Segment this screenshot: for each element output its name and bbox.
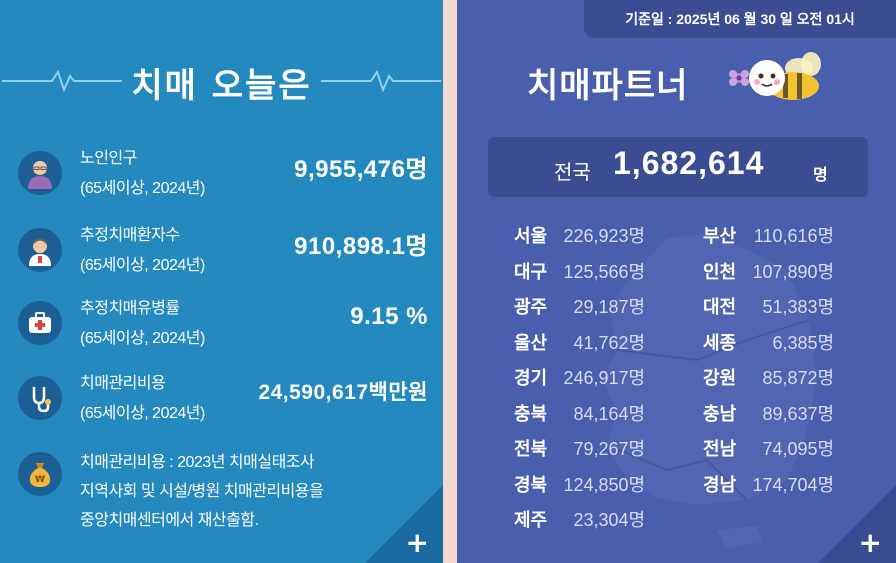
more-button[interactable]: +	[405, 526, 429, 559]
stat-value: 910,898.1명	[294, 233, 428, 260]
heartbeat-line-right-icon	[321, 69, 441, 93]
national-total-label: 전국	[554, 162, 591, 184]
money-bag-icon: ₩	[18, 452, 62, 496]
stat-label: 치매관리비용	[80, 375, 166, 392]
region-name: 인천	[703, 261, 737, 282]
panel-separator	[443, 0, 457, 563]
cost-note-line: 치매관리비용 : 2023년 치매실태조사	[80, 454, 315, 471]
region-row: 경북 124,850명	[514, 471, 645, 499]
national-total-box: 전국 1,682,614 명	[488, 137, 868, 197]
region-row: 대전 51,383명	[703, 293, 834, 321]
region-row: 전남 74,095명	[703, 435, 834, 463]
more-button[interactable]: +	[858, 526, 882, 559]
dementia-today-panel: 치매 오늘은 노인인구 (65세이상, 2024년) 9,955,476명	[0, 0, 443, 563]
region-row: 인천 107,890명	[703, 258, 834, 286]
stat-sublabel: (65세이상, 2024년)	[80, 405, 205, 422]
more-corner	[365, 485, 443, 563]
region-name: 광주	[514, 297, 548, 317]
heartbeat-line-left-icon	[2, 69, 122, 93]
region-value: 110,616명	[753, 226, 835, 246]
region-name: 부산	[703, 226, 737, 246]
region-value: 29,187명	[573, 297, 646, 317]
bee-mascot-icon	[729, 52, 821, 100]
region-name: 충북	[514, 403, 548, 424]
region-row: 광주 29,187명	[514, 293, 645, 321]
region-value: 226,923명	[563, 226, 646, 246]
cost-note-line: 중앙치매센터에서 재산출함.	[80, 512, 259, 529]
region-value: 74,095명	[762, 439, 835, 459]
stat-label: 추정치매유병률	[80, 300, 180, 317]
region-value: 51,383명	[762, 297, 835, 317]
stat-label: 추정치매환자수	[80, 227, 180, 244]
stethoscope-icon	[18, 376, 62, 420]
region-name: 경남	[703, 474, 737, 495]
region-value: 125,566명	[563, 261, 646, 282]
region-name: 충남	[703, 403, 737, 424]
region-name: 서울	[514, 226, 548, 246]
region-value: 85,872명	[762, 368, 835, 388]
region-row: 충북 84,164명	[514, 400, 645, 428]
svg-text:₩: ₩	[35, 475, 45, 485]
region-row: 경기 246,917명	[514, 364, 645, 392]
stat-dementia-patients: 추정치매환자수 (65세이상, 2024년) 910,898.1명	[18, 222, 430, 286]
region-name: 전북	[514, 439, 548, 459]
region-row: 부산 110,616명	[703, 222, 834, 250]
region-value: 89,637명	[762, 403, 835, 424]
region-row: 울산 41,762명	[514, 329, 645, 357]
region-value: 23,304명	[573, 510, 646, 530]
region-name: 대전	[703, 297, 737, 317]
region-row: 전북 79,267명	[514, 435, 645, 463]
stat-value: 9.15 %	[350, 303, 428, 330]
region-value: 84,164명	[573, 403, 646, 424]
region-name: 경북	[514, 474, 548, 495]
region-row: 강원 85,872명	[703, 364, 834, 392]
region-value: 41,762명	[573, 332, 646, 353]
stat-sublabel: (65세이상, 2024년)	[80, 330, 205, 347]
stat-value: 24,590,617백만원	[258, 381, 428, 404]
cost-note: 치매관리비용 : 2023년 치매실태조사 지역사회 및 시설/병원 치매관리비…	[80, 448, 420, 535]
region-row: 세종 6,385명	[703, 329, 834, 357]
region-name: 전남	[703, 439, 737, 459]
region-row: 대구 125,566명	[514, 258, 645, 286]
more-corner	[818, 485, 896, 563]
region-name: 세종	[703, 332, 737, 353]
patient-icon	[18, 228, 62, 272]
stat-elderly-population: 노인인구 (65세이상, 2024년) 9,955,476명	[18, 145, 430, 209]
elderly-person-icon	[18, 151, 62, 195]
stat-sublabel: (65세이상, 2024년)	[80, 257, 205, 274]
region-row: 경남 174,704명	[703, 471, 834, 499]
stat-prevalence-rate: 추정치매유병률 (65세이상, 2024년) 9.15 %	[18, 295, 430, 359]
region-row: 충남 89,637명	[703, 400, 834, 428]
region-value: 107,890명	[752, 261, 835, 282]
national-total-unit: 명	[813, 167, 828, 184]
dementia-partner-title: 치매파트너	[527, 66, 689, 106]
region-row: 제주 23,304명	[514, 506, 645, 534]
region-name: 대구	[514, 261, 548, 282]
national-total-value: 1,682,614	[613, 145, 765, 181]
dementia-today-title: 치매 오늘은	[131, 66, 312, 106]
dementia-partner-panel: 기준일 : 2025년 06 월 30 일 오전 01시 치매파트너 전국 1,…	[457, 0, 896, 563]
dementia-today-header: 치매 오늘은	[0, 50, 443, 110]
stat-sublabel: (65세이상, 2024년)	[80, 180, 205, 197]
region-name: 경기	[514, 368, 548, 388]
reference-date: 기준일 : 2025년 06 월 30 일 오전 01시	[584, 0, 896, 38]
region-name: 울산	[514, 332, 548, 353]
region-value: 124,850명	[563, 474, 646, 495]
medical-kit-icon	[18, 301, 62, 345]
stat-label: 노인인구	[80, 150, 137, 167]
stat-value: 9,955,476명	[294, 156, 428, 183]
region-name: 강원	[703, 368, 737, 388]
region-value: 6,385명	[772, 332, 835, 353]
region-value: 79,267명	[573, 439, 646, 459]
region-name: 제주	[514, 510, 548, 530]
region-value: 174,704명	[752, 474, 835, 495]
region-row: 서울 226,923명	[514, 222, 645, 250]
korea-map-icon	[602, 234, 817, 548]
cost-note-line: 지역사회 및 시설/병원 치매관리비용을	[80, 483, 324, 500]
region-value: 246,917명	[563, 368, 646, 388]
stat-management-cost: 치매관리비용 (65세이상, 2024년) 24,590,617백만원	[18, 370, 430, 434]
